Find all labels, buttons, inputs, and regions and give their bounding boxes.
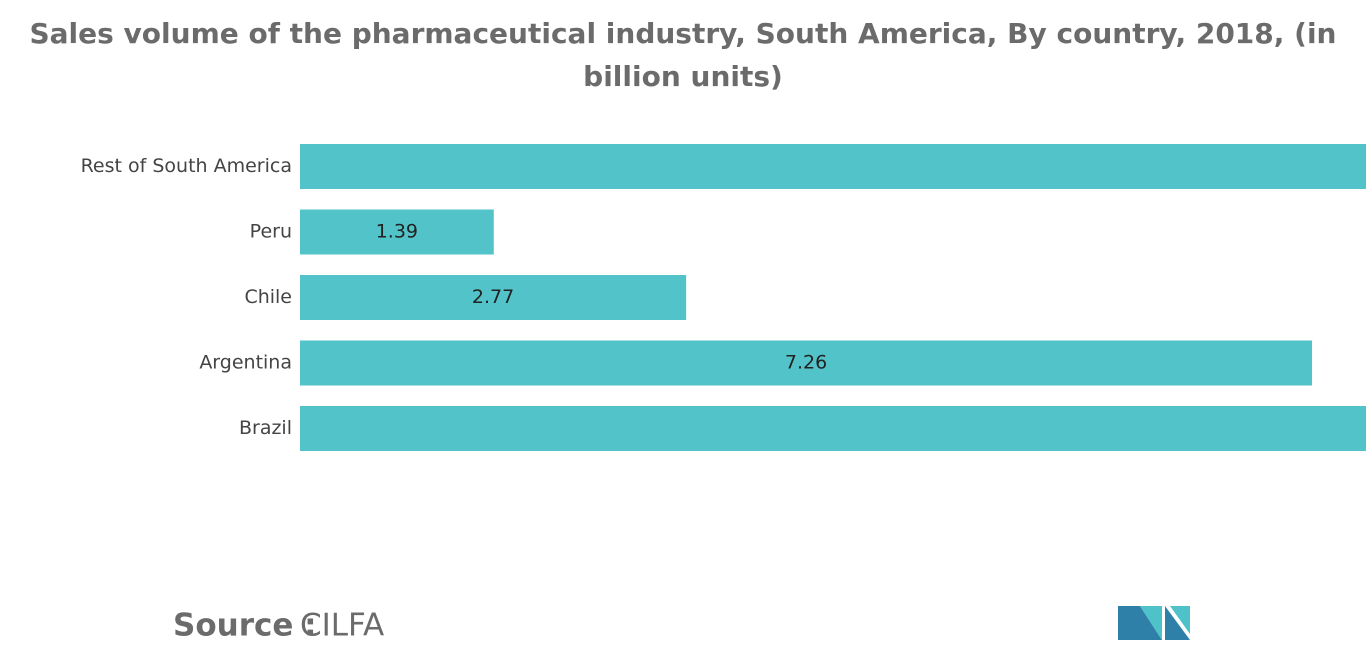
chart-title: Sales volume of the pharmaceutical indus… [29, 17, 1337, 93]
y-tick-label: Rest of South America [81, 155, 292, 177]
y-tick-label: Brazil [239, 417, 292, 439]
data-label: 7.26 [785, 352, 827, 374]
bar [300, 144, 1366, 189]
bar [300, 209, 494, 255]
y-tick-label: Peru [250, 221, 292, 243]
data-label: 1.39 [376, 221, 418, 243]
data-label: 2.77 [472, 286, 514, 308]
logo [1118, 606, 1190, 640]
y-tick-label: Chile [244, 286, 292, 308]
bar [300, 406, 1366, 451]
source: CILFA [300, 608, 384, 644]
bar [300, 275, 687, 320]
source-label: Source : [173, 608, 317, 644]
y-tick-label: Argentina [199, 352, 292, 374]
bar [300, 340, 1313, 386]
